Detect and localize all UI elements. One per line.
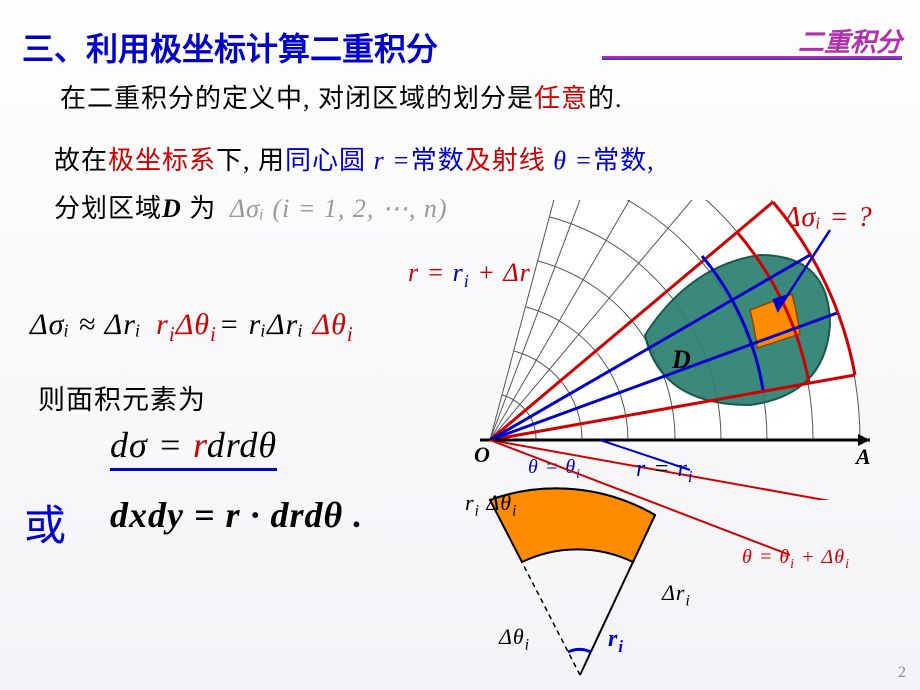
theta-i-label: θ = θi [528, 456, 581, 483]
region-label-d: D [671, 345, 691, 374]
axis-label-a: A [854, 444, 871, 469]
angle-arc [568, 649, 591, 652]
dxdy-formula: dxdy = r · drdθ . [110, 494, 363, 536]
l2-p6: 常数 [411, 146, 465, 175]
section-title: 三、利用极坐标计算二重积分 [22, 24, 438, 70]
approx-equation: Δσᵢ ≈ Δrᵢ riΔθi= rᵢΔrᵢ Δθi [30, 308, 354, 347]
dtheta-label: Δθi [499, 624, 530, 654]
l1-pre: 在二重积分的定义中, 对闭区域的划分是 [60, 84, 534, 113]
l2-p9: θ = [546, 146, 593, 175]
l2-p10: 常数, [593, 146, 655, 175]
l2-p4: 同心圆 [285, 146, 366, 175]
header-title: 二重积分 [798, 22, 902, 59]
theta-sum-label: θ = θi + Δθi [742, 546, 850, 573]
text-line-3: 分划区域D 为 Δσᵢ (i = 1, 2, ⋯, n) [54, 188, 448, 225]
l2-p8: 射线 [492, 146, 546, 175]
area-elem-label: 则面积元素为 [38, 378, 206, 417]
l2-p2: 极坐标系 [108, 146, 216, 175]
l1-hi: 任意 [534, 84, 588, 113]
header-underline [602, 56, 902, 60]
l3-eq: Δσᵢ (i = 1, 2, ⋯, n) [230, 194, 448, 223]
l3-p1: 分划区域 [54, 194, 162, 223]
page-number: 2 [898, 664, 906, 682]
ae-rest: drdθ [207, 425, 277, 465]
l2-p3: 下, 用 [216, 146, 285, 175]
dr-label: Δri [662, 580, 691, 610]
l3-p2: D [162, 194, 182, 223]
approx-rhs: = rᵢΔrᵢ [219, 308, 313, 341]
ri-label: ri [608, 626, 624, 657]
polar-grid-diagram: O A D [460, 200, 900, 500]
text-line-1: 在二重积分的定义中, 对闭区域的划分是任意的. [60, 78, 623, 115]
l2-p1: 故在 [54, 146, 108, 175]
l2-p7: 及 [465, 146, 492, 175]
l3-p3: 为 [182, 194, 217, 223]
approx-lhs: Δσᵢ ≈ Δrᵢ [30, 308, 142, 341]
l1-post: 的. [588, 84, 623, 113]
arc-label: ri Δθi [465, 490, 517, 520]
or-label: 或 [24, 492, 67, 553]
origin-label: O [474, 442, 490, 467]
ae-lhs: dσ = [110, 425, 193, 465]
l2-p5: r = [366, 146, 411, 175]
text-line-2: 故在极坐标系下, 用同心圆 r =常数及射线 θ =常数, [54, 140, 655, 177]
area-elem-formula: dσ = rdrdθ [110, 424, 277, 471]
ae-r: r [193, 425, 207, 465]
